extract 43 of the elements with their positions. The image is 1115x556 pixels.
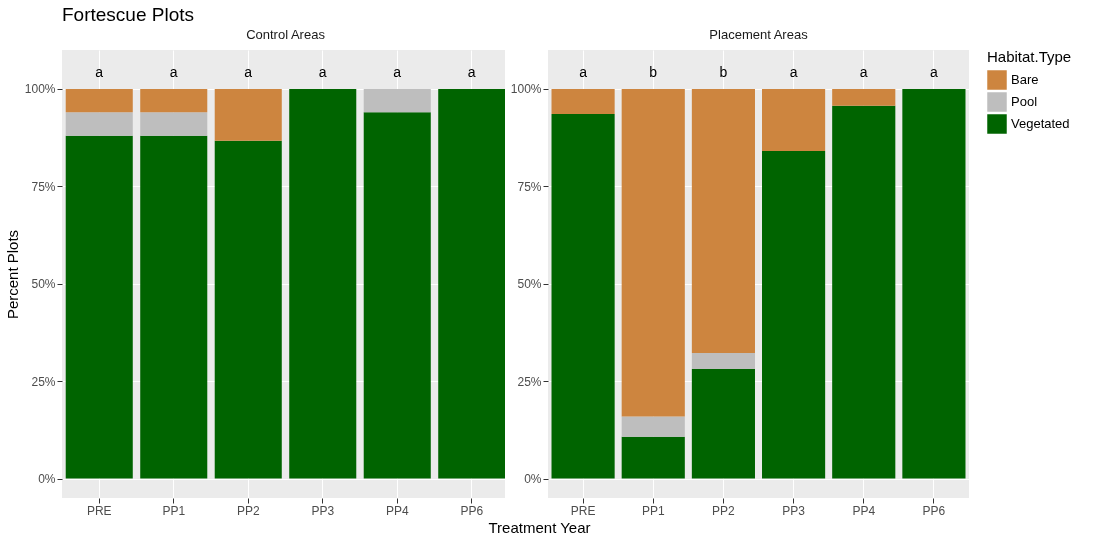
x-tick-label: PP1: [641, 503, 665, 518]
annotation: a: [789, 64, 798, 80]
y-tick-label: 50%: [31, 277, 56, 292]
x-tick-label: PP6: [922, 503, 946, 518]
chart-subtitle: Control Areas: [246, 27, 326, 42]
y-tick-label: 75%: [517, 179, 542, 194]
y-tick-label: 75%: [31, 179, 56, 194]
x-tick-label: PP3: [782, 503, 806, 518]
annotation: a: [467, 64, 476, 80]
annotation: a: [930, 64, 939, 80]
x-tick-label: PRE: [570, 503, 596, 518]
x-tick-label: PRE: [86, 503, 112, 518]
x-tick-label: PP2: [712, 503, 736, 518]
legend-title: Habitat.Type: [987, 48, 1072, 65]
annotation: a: [95, 64, 104, 80]
x-axis-title: Treatment Year: [488, 518, 591, 536]
annotation: a: [859, 64, 868, 80]
chart-title: Placement Areas: [709, 27, 809, 42]
annotation: a: [244, 64, 253, 80]
y-axis-title: Percent Plots: [3, 229, 21, 320]
x-tick-label: PP1: [162, 503, 186, 518]
x-tick-label: PP6: [460, 503, 484, 518]
legend-label: Pool: [1011, 94, 1038, 109]
annotation: a: [169, 64, 178, 80]
x-tick-label: PP2: [236, 503, 260, 518]
y-tick-label: 25%: [31, 374, 56, 389]
annotation: b: [719, 64, 728, 80]
annotation: a: [393, 64, 402, 80]
y-tick-label: 100%: [510, 82, 542, 97]
y-tick-label: 25%: [517, 374, 542, 389]
annotation: a: [318, 64, 327, 80]
annotation: a: [579, 64, 588, 80]
x-tick-label: PP4: [852, 503, 876, 518]
x-tick-label: PP3: [311, 503, 335, 518]
y-tick-label: 100%: [24, 82, 56, 97]
legend-label: Vegetated: [1011, 116, 1070, 131]
annotation: b: [649, 64, 658, 80]
y-tick-label: 50%: [517, 277, 542, 292]
chart-title: Fortescue Plots: [62, 4, 194, 26]
y-tick-label: 0%: [524, 472, 542, 487]
x-tick-label: PP4: [385, 503, 409, 518]
legend-label: Bare: [1011, 72, 1039, 87]
y-tick-label: 0%: [38, 472, 56, 487]
